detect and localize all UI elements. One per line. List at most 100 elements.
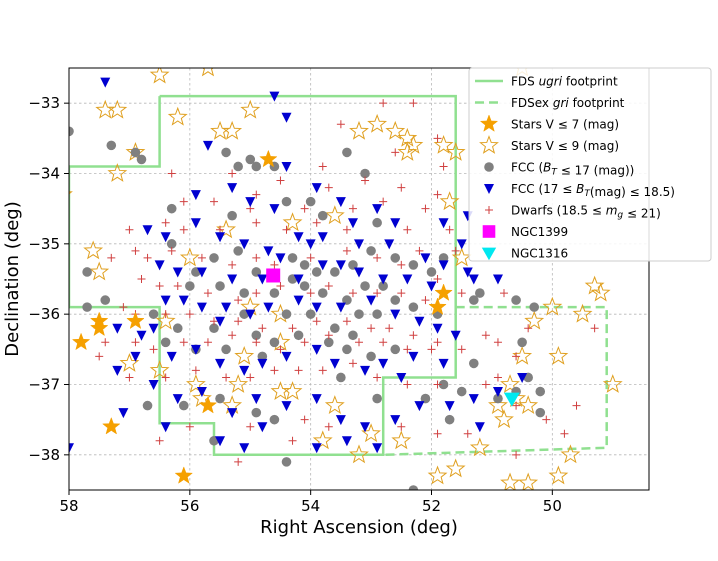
dwarf-point [367,324,376,333]
fcc-bright-point [106,140,117,151]
star-v9-point [149,360,170,379]
legend-label-stars7: Stars V ≤ 7 (mag) [511,118,619,132]
fcc-bright-point [408,485,419,490]
dwarf-point [373,253,382,262]
dwarf-point [270,366,279,375]
dwarf-point [409,99,418,108]
dwarf-point [161,373,170,382]
dwarf-point [373,289,382,298]
dwarf-point [143,253,152,262]
fcc-faint-point [136,330,147,341]
fcc-faint-point [160,422,171,433]
dwarf-point [203,289,212,298]
dwarf-point [373,373,382,382]
fcc-faint-point [347,218,358,229]
dwarf-point [270,260,279,269]
dwarf-point [288,324,297,333]
fcc-faint-point [311,344,322,355]
fcc-faint-point [414,316,425,327]
dwarf-point [439,162,448,171]
fcc-faint-point [335,302,346,313]
fcc-faint-point [130,351,141,362]
fcc-faint-point [517,372,528,383]
dwarf-point [403,345,412,354]
fcc-faint-point [378,274,389,285]
fcc-bright-point [209,323,219,334]
fcc-faint-point [190,344,201,355]
dwarf-point [433,429,442,438]
fcc-faint-point [372,443,383,454]
star-v9-point [234,345,255,365]
legend-swatch-stars7 [479,114,499,132]
fcc-bright-point [330,323,340,334]
dwarf-point [185,422,194,431]
dwarf-point [415,246,424,255]
fcc-bright-point [227,210,237,221]
star-v9-point [488,395,508,415]
fcc-faint-point [305,239,316,250]
fcc-faint-point [263,302,274,313]
fcc-bright-point [130,147,141,158]
fcc-bright-point [354,309,364,319]
fcc-bright-point [305,196,316,207]
fcc-faint-point [293,295,304,306]
star-v9-point [542,296,563,316]
fcc-bright-point [348,260,358,270]
dwarf-point [397,289,406,298]
dwarf-point [342,317,351,326]
legend-label-stars9: Stars V ≤ 9 (mag) [511,139,619,153]
fcc-faint-point [245,197,256,208]
fcc-faint-point [426,281,437,292]
fcc-faint-point [456,239,467,250]
fcc-faint-point [215,358,226,369]
fcc-bright-point [420,393,431,404]
fcc-faint-point [172,394,183,405]
fcc-bright-point [257,351,268,362]
fcc-faint-point [269,204,280,215]
fcc-faint-point [317,232,328,243]
dwarf-point [451,246,460,255]
fcc-bright-point [372,393,382,404]
dwarf-point [161,310,170,319]
fcc-faint-point [263,246,274,257]
fcc-bright-point [408,260,419,270]
dwarf-point [234,317,243,326]
fcc-faint-point [311,183,322,194]
dwarf-point [445,225,454,234]
dwarf-point [246,422,255,431]
x-axis-title: Right Ascension (deg) [260,517,458,538]
fcc-faint-point [360,422,371,433]
dwarf-point [421,296,430,305]
ngc1399-point [266,268,281,283]
dwarf-point [379,99,388,108]
dwarf-point [300,338,309,347]
fcc-bright-point [233,246,243,256]
fcc-faint-point [281,112,292,123]
fcc-faint-point [438,358,449,369]
fcc-faint-point [438,218,449,229]
dwarf-point [234,457,243,466]
star-v9-point [548,465,569,485]
star-v9-point [602,374,623,393]
fcc-bright-point [209,253,219,263]
fcc-bright-point [281,196,292,207]
fcc-bright-point [390,253,401,263]
fcc-faint-point [202,140,213,151]
fcc-bright-point [136,154,147,165]
dwarf-point [252,218,261,227]
dwarf-point [348,204,357,213]
fcc-bright-point [281,309,292,319]
fcc-bright-point [438,253,449,263]
dwarf-point [228,169,237,178]
dwarf-point [210,317,218,326]
dwarf-point [222,373,231,382]
dwarf-point [397,422,406,431]
dwarf-point [403,380,412,389]
star-v9-point [445,458,466,478]
fcc-bright-point [148,309,159,319]
fcc-faint-point [372,204,383,215]
star-v9-point [270,381,291,400]
fds-footprint-line [69,94,457,457]
fcc-bright-point [408,302,419,312]
fcc-bright-point [366,351,376,362]
